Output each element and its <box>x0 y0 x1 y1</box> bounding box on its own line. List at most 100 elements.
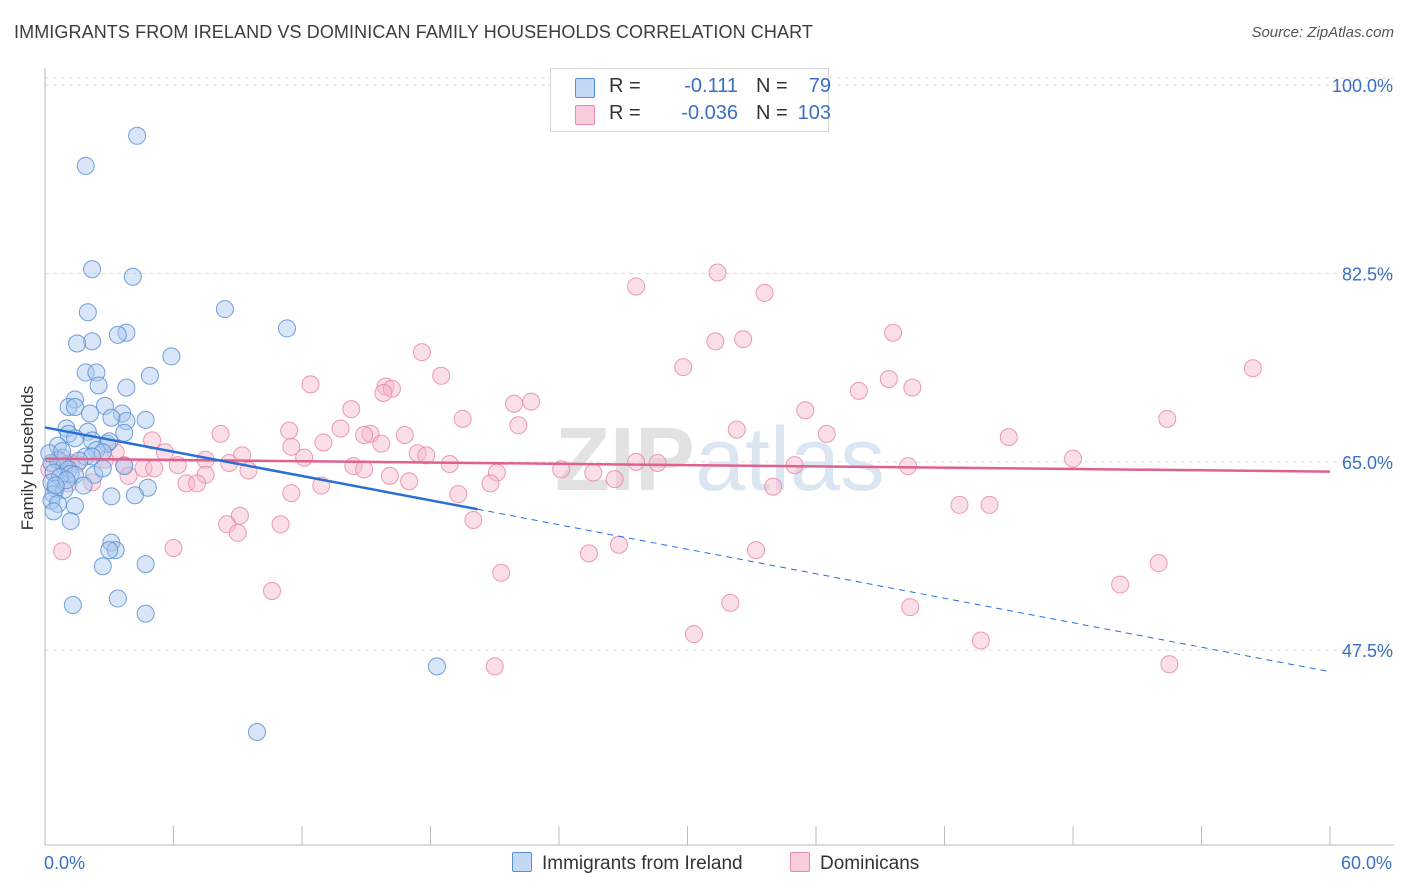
ireland-point <box>106 541 125 560</box>
x-tick-max: 60.0% <box>1340 853 1392 873</box>
trend-lines <box>44 426 1331 673</box>
ireland-point <box>100 541 119 560</box>
ireland-point <box>93 443 112 462</box>
dominicans-point <box>627 277 646 296</box>
dominicans-point <box>282 484 301 503</box>
dominicans-point <box>509 416 528 435</box>
dominicans-point <box>374 384 393 403</box>
chart-title: IMMIGRANTS FROM IRELAND VS DOMINICAN FAM… <box>14 22 813 42</box>
dominicans-point <box>579 544 598 563</box>
ireland-point <box>427 657 446 676</box>
dominicans-point <box>1158 409 1177 428</box>
watermark: ZIPatlas <box>555 410 885 510</box>
dominicans-point <box>734 330 753 349</box>
legend-swatch-dominicans <box>575 105 595 125</box>
dominicans-point <box>1243 359 1262 378</box>
dominicans-point <box>727 420 746 439</box>
ireland-point <box>89 376 108 395</box>
y-tick-labels: 47.5% 65.0% 82.5% 100.0% <box>1332 76 1393 661</box>
dominicans-point <box>380 466 399 485</box>
dominicans-point <box>464 510 483 529</box>
dominicans-point <box>721 593 740 612</box>
legend-r-label: R = <box>609 102 641 124</box>
ireland-point <box>53 442 72 461</box>
dominicans-point <box>331 419 350 438</box>
ireland-point <box>108 325 127 344</box>
dominicans-point <box>188 474 207 493</box>
legend-n-value: 103 <box>797 102 831 124</box>
ireland-point <box>215 300 234 319</box>
dominicans-point <box>492 563 511 582</box>
y-axis-label-wrap: Family Households <box>18 313 38 531</box>
dominicans-point <box>355 425 374 444</box>
y-axis-label: Family Households <box>18 385 37 531</box>
ireland-point <box>74 476 93 495</box>
y-tick-label: 100.0% <box>1332 76 1393 96</box>
y-tick-label: 65.0% <box>1342 453 1393 473</box>
ireland-point <box>140 366 159 385</box>
dominicans-point <box>706 332 725 351</box>
ireland-point <box>46 476 65 495</box>
dominicans-point <box>505 394 524 413</box>
ireland-point <box>80 404 99 423</box>
ireland-point <box>65 497 84 516</box>
dominicans-point <box>648 453 667 472</box>
dominicans-point <box>342 400 361 419</box>
ireland-point <box>93 459 112 478</box>
dominicans-point <box>817 424 836 443</box>
stats-legend: R = -0.111 N = 79 R = -0.036 N = 103 <box>550 68 831 132</box>
legend-n-label: N = <box>756 75 788 97</box>
ireland-point <box>83 332 102 351</box>
dominicans-point <box>449 485 468 504</box>
dominicans-point <box>849 381 868 400</box>
dominicans-point <box>177 474 196 493</box>
dominicans-point <box>453 409 472 428</box>
dominicans-point <box>145 459 164 478</box>
ireland-point <box>115 423 134 442</box>
ireland-point <box>68 334 87 353</box>
dominicans-point <box>228 523 247 542</box>
bottom-legend-label-dominicans: Dominicans <box>820 853 920 874</box>
dominicans-point <box>584 463 603 482</box>
source-credit: Source: ZipAtlas.com <box>1251 24 1394 41</box>
ireland-point <box>65 390 84 409</box>
ireland-point <box>117 378 136 397</box>
dominicans-trend-line <box>44 457 1331 473</box>
y-tick-label: 47.5% <box>1342 641 1393 661</box>
ireland-point <box>248 723 267 742</box>
bottom-legend-ireland: Immigrants from Ireland <box>512 852 743 875</box>
ireland-point <box>115 457 134 476</box>
ireland-trend-line-extension <box>477 508 1331 673</box>
legend-n-label: N = <box>756 102 788 124</box>
ireland-point <box>83 260 102 279</box>
ireland-point <box>93 557 112 576</box>
ireland-point <box>65 397 84 416</box>
dominicans-point <box>901 598 920 617</box>
ireland-point <box>136 555 155 574</box>
dominicans-point <box>412 343 431 362</box>
legend-n-value: 79 <box>808 75 831 97</box>
dominicans-point <box>980 495 999 514</box>
ireland-point <box>59 397 78 416</box>
dominicans-point <box>1149 554 1168 573</box>
dominicans-point <box>764 477 783 496</box>
ireland-point <box>102 408 121 427</box>
dominicans-point <box>1111 575 1130 594</box>
dominicans-point <box>263 582 282 601</box>
dominicans-point <box>522 392 541 411</box>
dominicans-point <box>395 425 414 444</box>
dominicans-point <box>119 466 138 485</box>
ireland-point <box>278 319 297 338</box>
dominicans-point <box>53 542 72 561</box>
dominicans-point <box>627 452 646 471</box>
dominicans-point <box>481 474 500 493</box>
legend-r-value: -0.036 <box>681 102 738 124</box>
dominicans-point <box>314 433 333 452</box>
dominicans-point <box>999 428 1018 447</box>
ireland-point <box>117 411 136 430</box>
dominicans-point <box>485 657 504 676</box>
dominicans-point <box>271 515 290 534</box>
dominicans-point <box>301 375 320 394</box>
dominicans-point <box>747 541 766 560</box>
